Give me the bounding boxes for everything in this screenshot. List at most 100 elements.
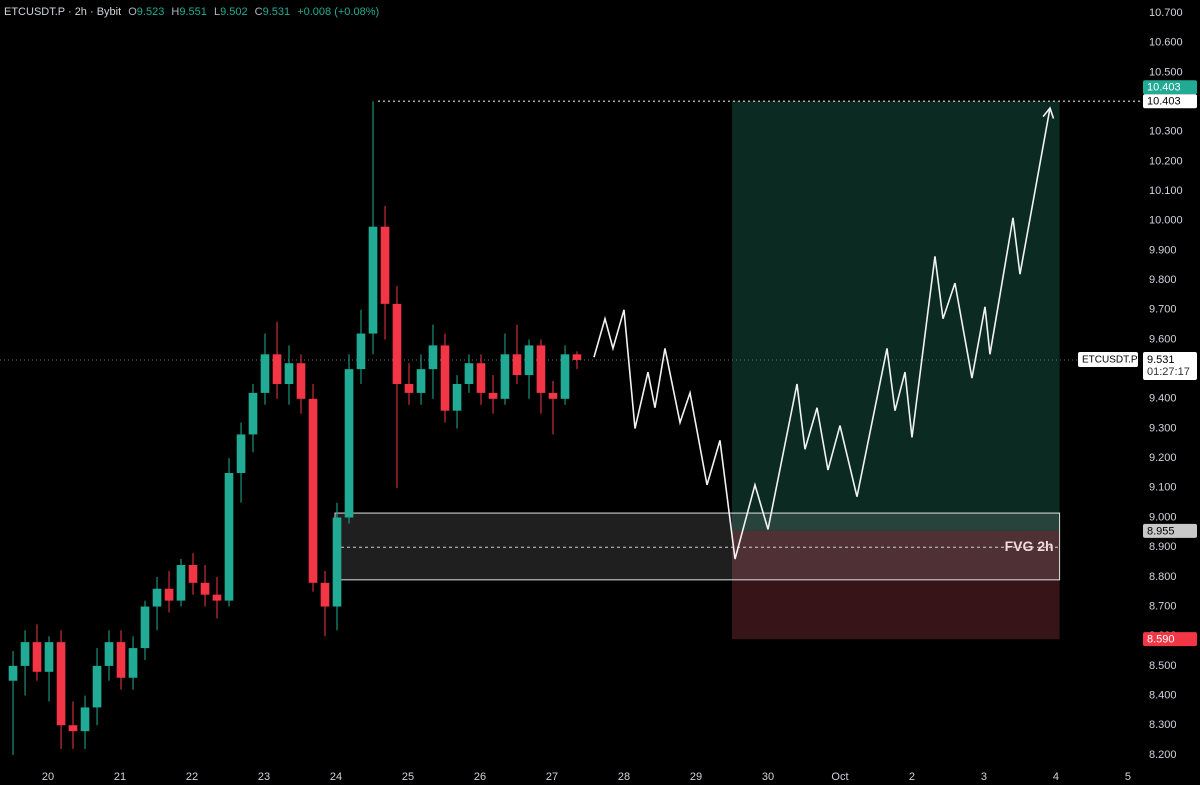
candle-body [260,354,270,393]
candle-body [92,665,102,708]
x-tick-label: 3 [981,771,987,783]
y-tick-label: 10.600 [1149,37,1183,49]
close-label: C [255,6,263,18]
y-tick-label: 8.800 [1149,571,1177,583]
candle-body [404,383,414,393]
candle-body [212,594,222,601]
candle-body [20,642,30,666]
candle-body [128,648,138,678]
low-value: 9.502 [220,6,248,18]
candle-body [512,354,522,376]
fvg-label: FVG 2h [1005,538,1054,554]
candle-body [392,303,402,384]
change: +0.008 (+0.08%) [297,6,379,18]
candle-body [236,434,246,474]
stop-price-tag: 8.590 [1147,634,1175,646]
y-tick-label: 10.000 [1149,215,1183,227]
entry-price-tag: 8.955 [1147,525,1175,537]
candle-body [308,398,318,583]
candle-body [548,392,558,399]
open-value: 9.523 [137,6,165,18]
high-label: H [171,6,179,18]
candle-body [572,354,582,360]
candle-body [560,354,570,399]
open-label: O [128,6,137,18]
projection-arrowhead [1042,106,1055,119]
x-tick-label: 29 [690,771,702,783]
close-value: 9.531 [263,6,291,18]
x-tick-label: 2 [909,771,915,783]
y-tick-label: 9.800 [1149,274,1177,286]
y-tick-label: 9.100 [1149,482,1177,494]
y-tick-label: 10.500 [1149,66,1183,78]
y-tick-label: 10.100 [1149,185,1183,197]
candle-body [440,345,450,411]
candle-body [32,642,42,672]
target-price-tag: 10.403 [1147,82,1181,94]
candle-body [476,363,486,393]
stop-price-tag-box [1143,632,1197,647]
y-tick-label: 9.200 [1149,452,1177,464]
y-tick-label: 9.600 [1149,333,1177,345]
candle-body [44,642,54,672]
x-tick-label: 5 [1125,771,1131,783]
candle-body [164,588,174,601]
x-tick-label: 27 [546,771,558,783]
target-price-line-tag: 10.403 [1147,96,1181,108]
target-price-tag-box [1143,80,1197,95]
candle-body [452,383,462,411]
y-tick-label: 10.200 [1149,155,1183,167]
candle-body [104,642,114,666]
candle-body [152,588,162,607]
high-value: 9.551 [179,6,207,18]
candle-body [272,354,282,384]
y-tick-label: 9.300 [1149,422,1177,434]
x-tick-label: 26 [474,771,486,783]
candle-body [248,392,258,435]
candle-body [224,473,234,601]
candle-body [464,363,474,384]
x-tick-label: 4 [1053,771,1059,783]
candle-body [284,363,294,384]
candle-body [296,363,306,399]
last-price-label: 9.531 [1147,354,1175,366]
countdown: 01:27:17 [1147,366,1190,378]
y-tick-label: 8.400 [1149,689,1177,701]
symbol-tag-box [1078,351,1138,367]
y-tick-label: 8.500 [1149,660,1177,672]
candle-body [332,517,342,607]
x-tick-label: 21 [114,771,126,783]
y-tick-label: 8.700 [1149,600,1177,612]
candle-body [80,707,90,732]
entry-price-tag-box [1143,523,1197,538]
x-tick-label: 23 [258,771,270,783]
fvg-box [334,512,1061,581]
candle-body [500,354,510,399]
candle-body [536,345,546,393]
candle-body [368,226,378,334]
price-axis [1140,0,1200,785]
target-price-line-tag-box [1143,94,1197,109]
candle-body [356,333,366,370]
y-tick-label: 8.200 [1149,749,1177,761]
x-tick-label: 28 [618,771,630,783]
candle-body [320,582,330,607]
candle-body [428,345,438,370]
candle-body [488,392,498,399]
y-tick-label: 9.400 [1149,393,1177,405]
candle-body [8,665,18,681]
stop-zone [731,530,1060,640]
y-tick-label: 8.900 [1149,541,1177,553]
symbol-tag: ETCUSDT.P [1082,355,1138,366]
target-zone [731,101,1060,531]
candle-body [176,564,186,601]
y-tick-label: 9.000 [1149,511,1177,523]
y-tick-label: 10.300 [1149,126,1183,138]
y-tick-label: 8.300 [1149,719,1177,731]
x-tick-label: 25 [402,771,414,783]
x-tick-label: 30 [762,771,774,783]
x-tick-label: Oct [831,771,848,783]
candle-body [116,642,126,678]
